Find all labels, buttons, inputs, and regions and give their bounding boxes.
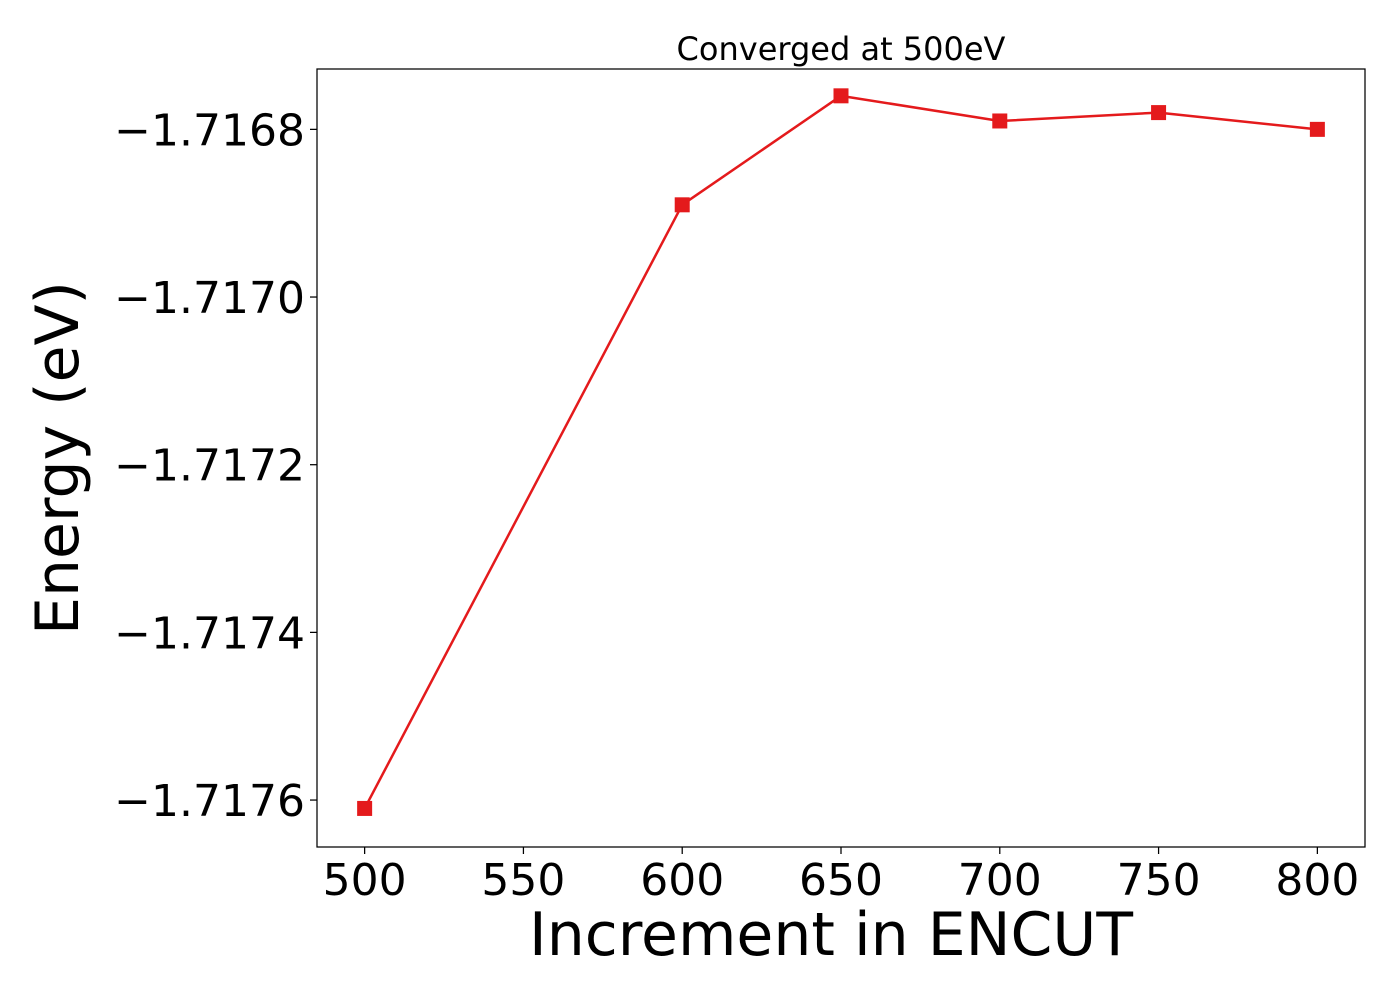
- x-tick-label: 700: [958, 855, 1042, 906]
- y-tick-label: −1.7174: [114, 608, 305, 659]
- data-point-marker: [357, 800, 373, 816]
- x-tick-label: 750: [1117, 855, 1201, 906]
- x-axis: 500 550 600 650 700 750 800: [323, 847, 1359, 906]
- plot-area: [357, 88, 1325, 816]
- series-line: [363, 94, 1318, 810]
- chart-title: Converged at 500eV: [677, 30, 1006, 68]
- y-axis: −1.7168 −1.7170 −1.7172 −1.7174 −1.7176: [114, 105, 317, 827]
- data-point-marker: [833, 88, 849, 104]
- x-tick-label: 600: [640, 855, 724, 906]
- data-point-marker: [1151, 105, 1167, 121]
- y-axis-title: Energy (eV): [23, 281, 93, 635]
- y-tick-label: −1.7176: [114, 776, 305, 827]
- data-point-marker: [1309, 121, 1325, 137]
- x-axis-title: Increment in ENCUT: [529, 900, 1133, 970]
- x-tick-label: 550: [481, 855, 565, 906]
- data-point-marker: [674, 197, 690, 213]
- y-tick-label: −1.7170: [114, 273, 305, 324]
- data-point-marker: [992, 113, 1008, 129]
- y-tick-label: −1.7168: [114, 105, 305, 156]
- x-tick-label: 800: [1275, 855, 1359, 906]
- x-tick-label: 650: [799, 855, 883, 906]
- y-tick-label: −1.7172: [114, 441, 305, 492]
- x-tick-label: 500: [323, 855, 407, 906]
